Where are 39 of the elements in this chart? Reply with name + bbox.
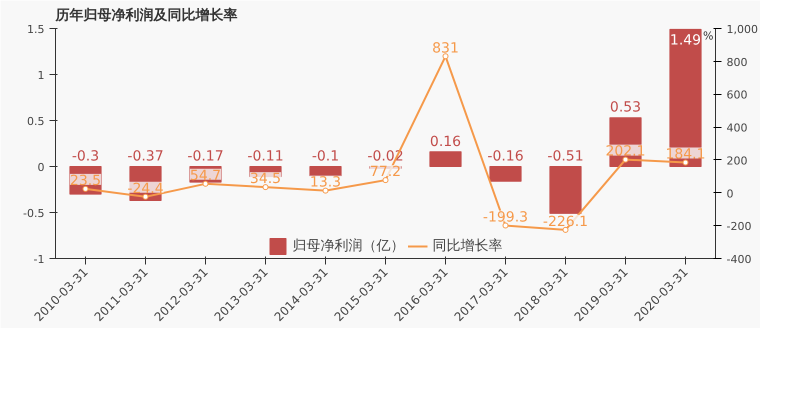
y2-tick-label: 600: [726, 88, 748, 102]
data-label: 0.53: [610, 100, 642, 116]
legend-label: 归母净利润（亿）: [292, 237, 404, 255]
y2-tick-label: -200: [726, 220, 752, 234]
y-tick-label: -0.5: [23, 207, 45, 220]
y2-axis-title: %: [703, 30, 714, 42]
y2-tick-label: 200: [726, 154, 748, 168]
data-label: 77.2: [370, 164, 402, 180]
data-label: 202.1: [605, 144, 646, 160]
data-label: 34.5: [250, 171, 282, 188]
y-tick-label: 1.5: [27, 23, 45, 36]
data-label: 54.7: [190, 168, 222, 184]
data-label: 23.5: [70, 172, 102, 189]
y-tick-label: 0: [38, 161, 44, 174]
data-label: -199.3: [482, 210, 528, 226]
data-label: -226.1: [542, 214, 588, 230]
data-label: -0.17: [187, 148, 224, 164]
y-tick-label: -1: [34, 253, 44, 266]
data-label: -0.3: [72, 148, 100, 164]
y2-tick-label: 0: [726, 187, 734, 200]
data-label: -0.11: [247, 148, 284, 164]
data-label: 13.3: [310, 174, 342, 191]
data-label: 184.1: [665, 146, 706, 163]
data-label: -0.16: [487, 148, 524, 164]
data-label: 0.16: [430, 134, 462, 150]
y2-tick-label: -400: [726, 253, 752, 266]
data-label: 1.49: [670, 32, 702, 48]
legend-label: 同比增长率: [432, 237, 502, 255]
y-tick-label: 1: [38, 69, 44, 82]
y2-tick-label: 800: [726, 56, 748, 69]
chart-title: 历年归母净利润及同比增长率: [54, 6, 238, 24]
data-label: -0.1: [312, 148, 340, 164]
data-label: -24.4: [127, 180, 164, 197]
data-label: 831: [432, 40, 459, 56]
data-label: -0.51: [547, 148, 584, 164]
y2-tick-label: 1,000: [726, 23, 758, 36]
y-tick-label: 0.5: [27, 115, 45, 128]
y2-tick-label: 400: [726, 122, 748, 135]
data-label: -0.37: [127, 148, 164, 164]
